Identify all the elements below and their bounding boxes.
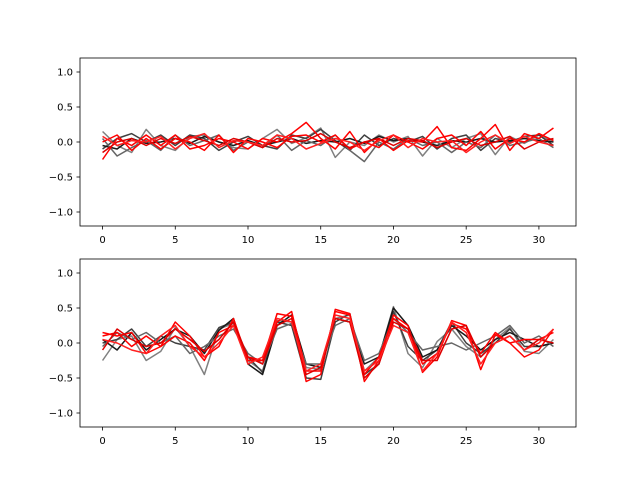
series-line-2: [102, 128, 554, 152]
series-line-7: [101, 317, 554, 379]
y-tick-label: 0.5: [57, 304, 73, 315]
x-tick-label: 20: [387, 436, 400, 447]
y-tick-label: −0.5: [49, 374, 73, 385]
series-group: [101, 121, 554, 163]
x-tick-label: 0: [99, 235, 105, 246]
series-group: [101, 305, 555, 383]
x-tick-label: 15: [314, 235, 327, 246]
x-tick-label: 25: [460, 436, 473, 447]
y-tick-label: −0.5: [49, 173, 73, 184]
x-tick-label: 10: [242, 235, 255, 246]
x-tick-label: 5: [172, 436, 178, 447]
y-tick-label: 0.0: [57, 138, 73, 149]
x-tick-label: 30: [533, 436, 546, 447]
x-tick-label: 30: [533, 235, 546, 246]
series-line-8: [102, 132, 554, 154]
y-tick-label: −1.0: [49, 409, 73, 420]
series-line-8: [102, 314, 554, 372]
x-tick-label: 0: [99, 436, 105, 447]
y-tick-label: 0.5: [57, 103, 73, 114]
x-tick-label: 20: [387, 235, 400, 246]
y-tick-label: 1.0: [57, 68, 73, 79]
x-tick-label: 15: [314, 436, 327, 447]
series-line-5: [101, 121, 554, 160]
x-tick-label: 25: [460, 235, 473, 246]
top-subplot: 0 5 10 15 20 25 30 −1.0 −0.5 0.0 0.5 1.0: [49, 57, 577, 246]
y-tick-label: 0.0: [57, 339, 73, 350]
x-tick-label: 10: [242, 436, 255, 447]
x-tick-label: 5: [172, 235, 178, 246]
y-tick-label: −1.0: [49, 208, 73, 219]
bottom-subplot: 0 5 10 15 20 25 30 −1.0 −0.5 0.0 0.5 1.0: [49, 258, 577, 447]
y-tick-label: 1.0: [57, 269, 73, 280]
